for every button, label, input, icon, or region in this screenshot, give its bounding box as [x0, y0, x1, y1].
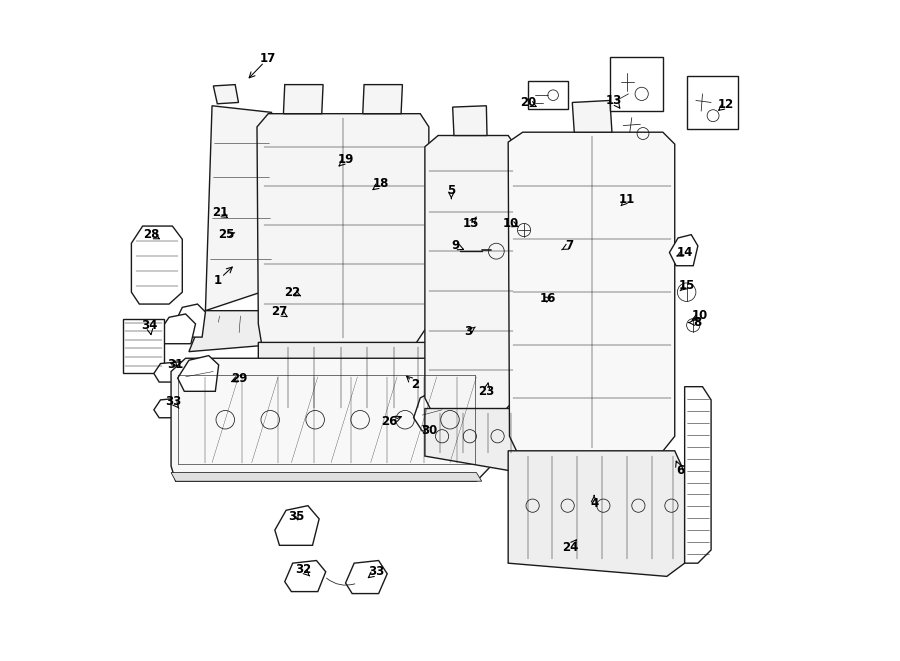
- Text: 3: 3: [464, 325, 473, 338]
- Polygon shape: [131, 226, 183, 304]
- Text: 20: 20: [520, 96, 536, 109]
- Polygon shape: [284, 561, 326, 592]
- Polygon shape: [171, 358, 491, 481]
- Polygon shape: [213, 85, 238, 104]
- Text: 13: 13: [606, 94, 622, 107]
- Text: 25: 25: [219, 228, 235, 241]
- Polygon shape: [508, 132, 675, 453]
- Text: 32: 32: [295, 563, 311, 576]
- Text: 9: 9: [451, 239, 459, 253]
- Polygon shape: [346, 561, 387, 594]
- Polygon shape: [258, 342, 436, 413]
- Text: 10: 10: [503, 217, 519, 230]
- Polygon shape: [453, 106, 487, 136]
- Polygon shape: [177, 356, 219, 391]
- Text: 2: 2: [411, 378, 419, 391]
- Text: 19: 19: [338, 153, 354, 167]
- Text: 21: 21: [212, 206, 228, 219]
- Polygon shape: [154, 398, 187, 418]
- Text: 33: 33: [368, 565, 384, 578]
- Text: 24: 24: [562, 541, 579, 554]
- Text: 28: 28: [143, 228, 159, 241]
- Polygon shape: [363, 85, 402, 114]
- Polygon shape: [274, 506, 320, 545]
- Text: 26: 26: [381, 415, 398, 428]
- Text: 22: 22: [284, 286, 301, 299]
- Text: 15: 15: [679, 279, 695, 292]
- Text: 33: 33: [166, 395, 182, 408]
- Text: 16: 16: [540, 292, 556, 305]
- Text: 1: 1: [213, 274, 221, 288]
- Text: 11: 11: [619, 193, 635, 206]
- Bar: [528, 81, 568, 109]
- Text: 18: 18: [373, 177, 389, 190]
- Polygon shape: [425, 408, 524, 471]
- Text: 29: 29: [231, 371, 248, 385]
- Polygon shape: [572, 100, 612, 132]
- Text: 6: 6: [676, 464, 684, 477]
- Text: 31: 31: [167, 358, 184, 371]
- Text: 30: 30: [420, 424, 437, 438]
- Text: 5: 5: [447, 184, 455, 197]
- Text: 23: 23: [478, 385, 494, 398]
- Polygon shape: [189, 311, 274, 352]
- Polygon shape: [425, 136, 516, 411]
- Polygon shape: [174, 304, 205, 337]
- Bar: [687, 76, 738, 129]
- Polygon shape: [154, 362, 189, 382]
- Polygon shape: [122, 319, 165, 373]
- Text: 4: 4: [590, 497, 598, 510]
- Polygon shape: [685, 387, 711, 563]
- Text: 10: 10: [692, 309, 708, 323]
- Polygon shape: [205, 106, 274, 311]
- Text: 27: 27: [271, 305, 288, 319]
- Polygon shape: [508, 451, 685, 576]
- Polygon shape: [670, 235, 698, 266]
- Polygon shape: [171, 473, 482, 481]
- Text: 8: 8: [694, 316, 702, 329]
- Bar: [610, 57, 662, 111]
- Text: 17: 17: [260, 52, 276, 65]
- Text: 7: 7: [565, 239, 573, 253]
- Text: 35: 35: [289, 510, 305, 524]
- Text: 14: 14: [677, 246, 693, 259]
- Polygon shape: [284, 85, 323, 114]
- Polygon shape: [159, 314, 195, 344]
- Polygon shape: [414, 389, 449, 431]
- Text: 12: 12: [718, 98, 734, 111]
- Polygon shape: [257, 114, 428, 344]
- Text: 34: 34: [141, 319, 158, 332]
- Text: 15: 15: [463, 217, 480, 230]
